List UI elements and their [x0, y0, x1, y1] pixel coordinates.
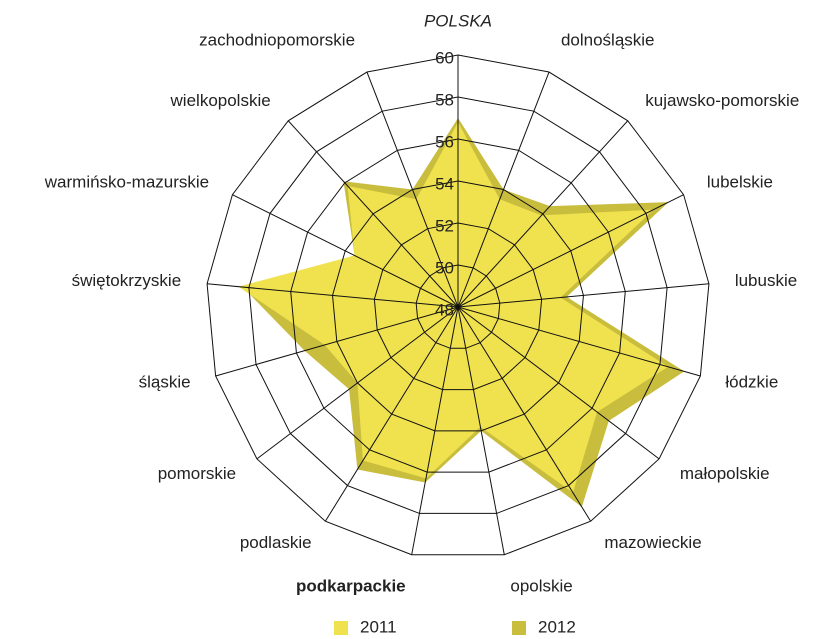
spoke — [457, 71, 550, 308]
category-label: mazowieckie — [604, 533, 701, 552]
grid-ring — [373, 222, 543, 391]
grid-ring — [290, 138, 626, 473]
spoke — [256, 306, 459, 460]
category-label: POLSKA — [424, 11, 492, 30]
category-label: podlaskie — [240, 533, 312, 552]
category-label: opolskie — [510, 577, 572, 596]
category-label: wielkopolskie — [170, 91, 271, 110]
category-label: warmińsko-mazurskie — [44, 173, 209, 192]
legend-label: 2012 — [538, 617, 576, 636]
spoke — [215, 306, 459, 377]
spoke — [457, 194, 684, 308]
category-label: pomorskie — [158, 464, 236, 483]
y-tick-label: 48 — [435, 300, 454, 319]
category-label: kujawsko-pomorskie — [645, 91, 799, 110]
spoke — [457, 306, 505, 555]
category-label: świętokrzyskie — [72, 271, 182, 290]
category-label: zachodniopomorskie — [199, 31, 355, 50]
grid-ring — [415, 264, 501, 349]
grid-ring — [248, 96, 668, 514]
category-label: lubelskie — [707, 173, 773, 192]
category-label: małopolskie — [680, 464, 770, 483]
y-tick-label: 60 — [435, 48, 454, 67]
spoke — [324, 306, 459, 522]
y-tick-label: 58 — [435, 90, 454, 109]
y-tick-label: 56 — [435, 132, 454, 151]
spoke — [207, 283, 459, 308]
spoke — [287, 120, 459, 308]
category-label: podkarpackie — [296, 577, 406, 596]
spoke — [232, 194, 459, 308]
category-label: śląskie — [139, 373, 191, 392]
category-label: łódzkie — [725, 373, 778, 392]
y-tick-label: 54 — [435, 174, 454, 193]
legend-label: 2011 — [360, 617, 397, 636]
spoke — [411, 306, 459, 555]
spoke — [457, 306, 701, 377]
category-label: lubuskie — [735, 271, 797, 290]
legend-swatch — [334, 621, 348, 635]
legend-swatch — [512, 621, 526, 635]
grid-ring — [206, 54, 710, 556]
y-tick-label: 50 — [435, 258, 454, 277]
category-label: dolnośląskie — [561, 31, 655, 50]
series-area — [238, 122, 669, 493]
spoke — [457, 120, 629, 308]
spoke — [457, 283, 709, 308]
spoke — [457, 306, 592, 522]
spoke — [457, 306, 660, 460]
grid-ring — [332, 180, 584, 432]
spoke — [366, 71, 459, 308]
y-tick-label: 52 — [435, 216, 454, 235]
